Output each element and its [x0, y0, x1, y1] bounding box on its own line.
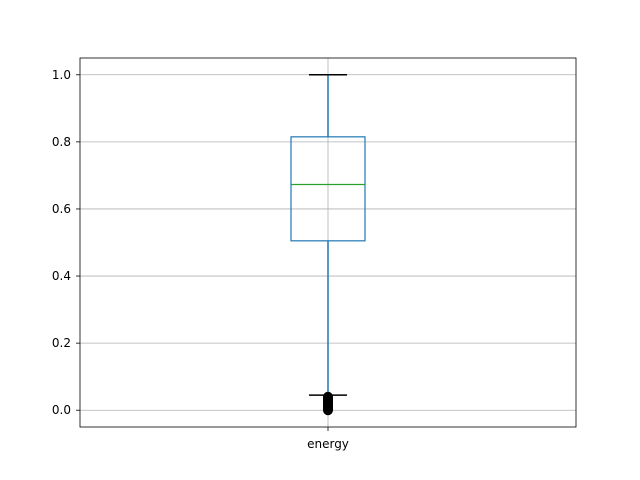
y-tick-label: 0.4: [52, 269, 71, 283]
y-tick-label: 0.2: [52, 336, 71, 350]
iqr-box: [290, 136, 366, 242]
box-plot-marks: [290, 74, 366, 416]
y-tick-label: 0.8: [52, 135, 71, 149]
y-tick-label: 0.6: [52, 202, 71, 216]
y-tick-label: 0.0: [52, 403, 71, 417]
y-tick-label: 1.0: [52, 68, 71, 82]
x-tick-label: energy: [307, 437, 349, 451]
axes: 0.0 0.2 0.4 0.6 0.8 1.0 energy: [52, 57, 577, 451]
outlier-point: [323, 391, 333, 402]
